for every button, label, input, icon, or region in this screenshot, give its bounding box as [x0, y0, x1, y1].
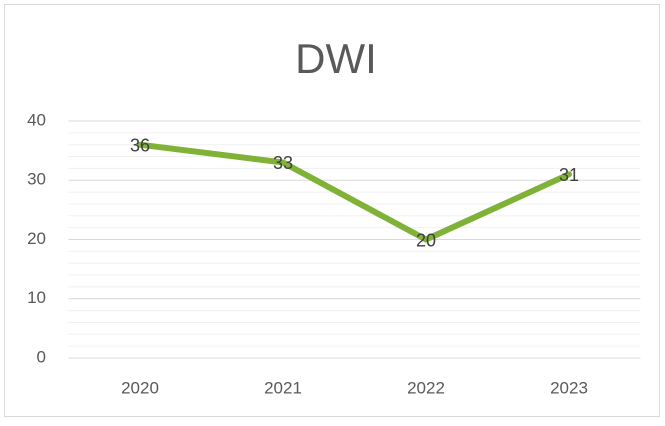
x-tick-label: 2021: [264, 378, 302, 397]
data-label: 20: [416, 230, 436, 250]
data-label: 36: [130, 135, 150, 155]
y-tick-label: 10: [27, 288, 46, 307]
x-tick-label: 2023: [550, 378, 588, 397]
y-tick-label: 40: [27, 110, 46, 129]
data-label: 33: [273, 153, 293, 173]
x-tick-label: 2022: [407, 378, 445, 397]
y-tick-label: 20: [27, 229, 46, 248]
y-tick-label: 30: [27, 170, 46, 189]
x-tick-label: 2020: [121, 378, 159, 397]
series-line: [137, 141, 572, 243]
data-label: 31: [559, 165, 579, 185]
chart-border: [4, 4, 660, 417]
y-tick-label: 0: [37, 347, 46, 366]
chart-title: DWI: [295, 35, 377, 82]
